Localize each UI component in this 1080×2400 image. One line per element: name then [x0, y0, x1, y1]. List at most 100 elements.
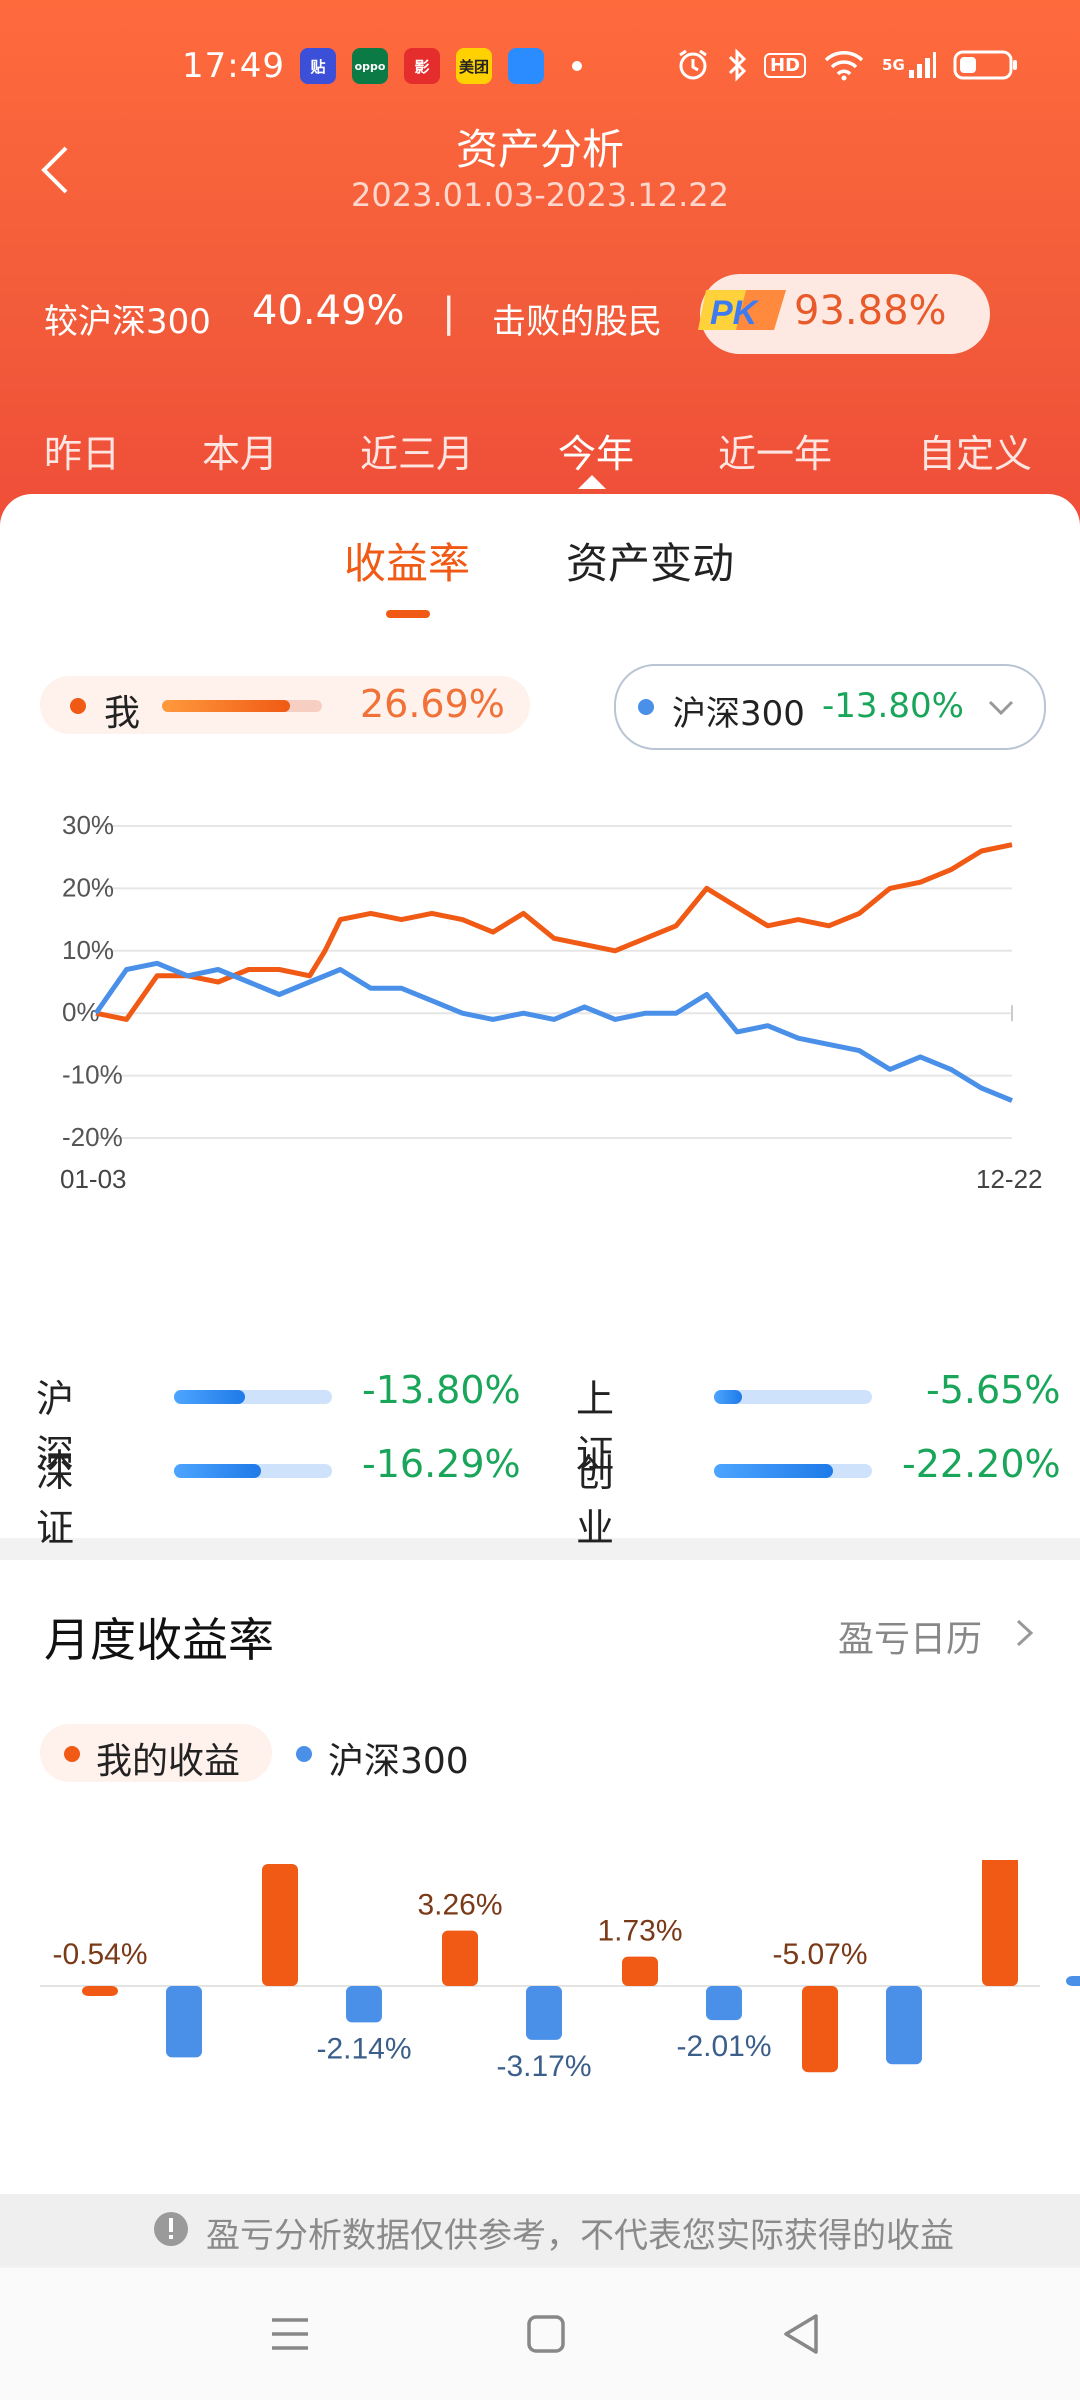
y-tick-label: 10% [62, 935, 114, 965]
chevron-down-icon [988, 700, 1014, 716]
hs300-bar-label: -2.01% [676, 2030, 771, 2063]
x-tick-label: 12-22 [976, 1164, 1043, 1194]
bluetooth-icon [726, 48, 748, 82]
tab-last-year[interactable]: 近一年 [718, 432, 833, 476]
my-return-bar-track [162, 700, 322, 712]
y-tick-label: -10% [62, 1060, 123, 1090]
my-return-bar[interactable] [442, 1930, 478, 1986]
hd-icon: HD [764, 48, 807, 82]
my-return-bar[interactable] [802, 1986, 838, 2073]
y-tick-label: -20% [62, 1122, 123, 1152]
more-notifications-dot [572, 61, 582, 71]
legend-my-return[interactable]: 我的收益 [40, 1724, 272, 1782]
my-return-bar-label: 1.73% [597, 1915, 682, 1948]
back-triangle-icon[interactable] [774, 2306, 830, 2362]
index-bar-fill [714, 1390, 743, 1404]
my-return-bar[interactable] [82, 1986, 118, 1996]
benchmark-value: -13.80% [822, 686, 964, 726]
returns-card: 收益率 资产变动 我 26.69% 沪深300 -13.80% 30% 20% 10… [0, 494, 1080, 1605]
legend-hs300-label[interactable]: 沪深300 [328, 1741, 469, 1782]
disclaimer-text: 盈亏分析数据仅供参考，不代表您实际获得的收益 [206, 2216, 954, 2256]
my-return-bar-label: -5.07% [772, 1938, 867, 1971]
y-tick-label: 30% [62, 810, 114, 840]
hs300-bar[interactable] [706, 1986, 742, 2021]
my-return-bar[interactable] [262, 1863, 298, 1986]
return-line-chart: 30% 20% 10% 0% -10% -20% 01-03 12-22 [60, 810, 1043, 1194]
my-return-bar[interactable] [622, 1956, 658, 1986]
separator: | [442, 290, 456, 336]
hs300-bar[interactable] [346, 1986, 382, 2023]
my-return-bar-label: -0.54% [52, 1938, 147, 1971]
benchmark-label: 沪深300 [672, 694, 805, 734]
disclaimer-bar: 盈亏分析数据仅供参考，不代表您实际获得的收益 [0, 2194, 1080, 2266]
network-label: 5G [882, 56, 905, 74]
monthly-bar-chart: -0.54%7.18%3.26%1.73%-5.07%8.64%-2.14%-3… [40, 1860, 1080, 2083]
info-icon [154, 2212, 188, 2246]
battery-icon [953, 48, 1019, 82]
index-bar-track [174, 1390, 332, 1404]
y-tick-label: 20% [62, 872, 114, 902]
index-bar-fill [174, 1390, 246, 1404]
hs300-bar[interactable] [886, 1986, 922, 2065]
index-name: 沪深 [36, 1377, 75, 1476]
legend-my-return-label: 我的收益 [96, 1741, 241, 1782]
tab-last-three-months[interactable]: 近三月 [360, 432, 475, 476]
status-app-icons: 贴 oppo 影美团 [300, 48, 582, 84]
my-series-dot [70, 698, 86, 714]
tab-this-year[interactable]: 今年 [558, 432, 635, 476]
my-return-bar-label: 3.26% [417, 1889, 502, 1922]
header-background: 17:49 贴 oppo 影美团 HD 5G [0, 0, 1080, 560]
tab-return-rate[interactable]: 收益率 [344, 539, 471, 588]
tab-underline [386, 610, 430, 618]
index-bar-fill [714, 1464, 833, 1478]
hs300-line [93, 960, 1013, 1103]
status-bar: 17:49 贴 oppo 影美团 HD 5G [0, 40, 1080, 100]
beat-investors-value: 93.88% [794, 288, 947, 334]
x-tick-label: 01-03 [60, 1164, 127, 1194]
my-return-legend: 我 26.69% [40, 676, 530, 734]
y-tick-label: 0% [62, 997, 100, 1027]
index-bar-track [714, 1390, 872, 1404]
tieba-app-icon: 贴 [300, 48, 336, 84]
index-bar-track [714, 1464, 872, 1478]
wifi-icon [822, 48, 866, 82]
active-tab-indicator [578, 475, 606, 489]
comparison-row: 较沪深300 40.49% | 击败的股民 PK 93.88% [0, 270, 1080, 360]
benchmark-dot [638, 699, 654, 715]
status-time: 17:49 [182, 46, 285, 86]
my-return-value: 26.69% [360, 682, 505, 726]
cinema-app-icon: 影 [404, 48, 440, 84]
tab-asset-change[interactable]: 资产变动 [566, 539, 735, 588]
date-range: 2023.01.03-2023.12.22 [351, 176, 729, 214]
tab-yesterday[interactable]: 昨日 [44, 432, 121, 476]
hs300-dot [296, 1746, 312, 1762]
index-bar-fill [174, 1464, 261, 1478]
browser-app-icon [508, 48, 544, 84]
tab-custom[interactable]: 自定义 [918, 432, 1033, 476]
tab-this-month[interactable]: 本月 [202, 432, 279, 476]
hs300-bar[interactable] [166, 1986, 202, 2058]
benchmark-selector[interactable]: 沪深300 -13.80% [614, 664, 1046, 750]
my-return-dot [64, 1746, 80, 1762]
period-tabs: 昨日 本月 近三月 今年 近一年 自定义 [0, 405, 1080, 489]
back-button[interactable] [36, 140, 76, 200]
home-icon[interactable] [518, 2306, 574, 2362]
hs300-bar-label: -3.17% [496, 2050, 591, 2083]
hs300-bar[interactable] [526, 1986, 562, 2040]
menu-icon[interactable] [262, 2306, 318, 2362]
chevron-right-icon[interactable] [1012, 1618, 1038, 1648]
index-value: -22.20% [902, 1442, 1061, 1486]
hs300-bar[interactable] [1066, 1976, 1080, 1986]
pnl-calendar-link[interactable]: 盈亏日历 [838, 1619, 983, 1660]
pk-badge-icon[interactable]: PK [696, 284, 790, 336]
system-nav-bar [0, 2268, 1080, 2400]
beat-investors-label: 击败的股民 [492, 302, 662, 342]
index-name: 深证 [36, 1451, 75, 1550]
index-value: -16.29% [362, 1442, 521, 1486]
my-return-bar[interactable] [982, 1860, 1018, 1986]
my-return-line [95, 842, 1013, 1022]
chevron-left-icon [41, 146, 68, 194]
title-bar: 资产分析 2023.01.03-2023.12.22 [0, 110, 1080, 220]
index-value: -5.65% [926, 1368, 1061, 1412]
hs300-compare-value: 40.49% [252, 288, 405, 334]
